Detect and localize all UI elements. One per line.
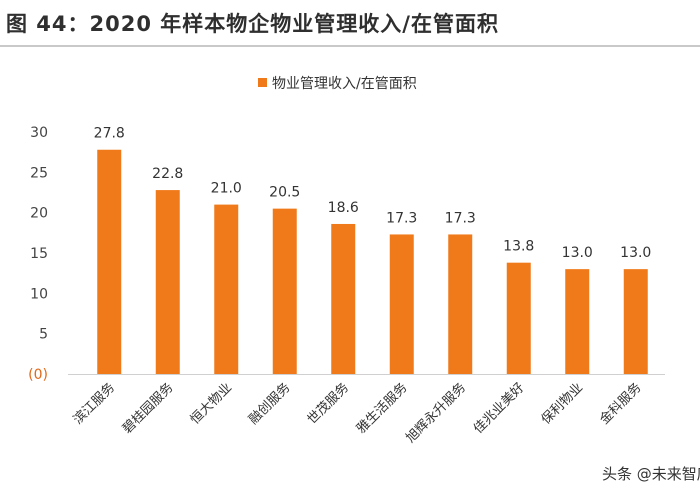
data-label: 20.5 [269, 185, 300, 201]
category-label: 滨江服务 [70, 380, 118, 428]
data-label: 17.3 [445, 210, 476, 226]
category-label: 保利物业 [539, 380, 586, 427]
bar [155, 190, 180, 374]
title-divider [0, 45, 700, 47]
legend: 物业管理收入/在管面积 [258, 76, 417, 92]
category-label: 恒大物业 [188, 380, 235, 427]
data-label: 22.8 [152, 166, 183, 182]
y-tick-label: 10 [30, 286, 48, 302]
category-label: 世茂服务 [304, 380, 352, 428]
category-label: 碧桂园服务 [119, 380, 176, 437]
y-tick-label: 15 [30, 246, 48, 262]
bars [97, 149, 648, 374]
chart-title: 图 44：2020 年样本物企物业管理收入/在管面积 [6, 12, 499, 36]
bar [389, 234, 414, 374]
bar [448, 234, 473, 374]
data-label: 13.0 [620, 245, 651, 261]
data-label: 21.0 [211, 181, 242, 197]
bar [506, 262, 531, 374]
category-label: 旭辉永升服务 [403, 380, 469, 446]
data-label: 17.3 [386, 210, 417, 226]
bar [565, 269, 590, 374]
legend-label: 物业管理收入/在管面积 [272, 76, 417, 92]
category-label: 融创服务 [245, 380, 293, 428]
data-label: 18.6 [328, 200, 359, 216]
bar [272, 208, 297, 374]
bar [623, 269, 648, 374]
bar [97, 149, 122, 374]
data-labels: 27.8 22.8 21.0 20.5 18.6 17.3 17.3 13.8 13.0 13.0 [94, 126, 652, 261]
y-tick-label: (0) [28, 367, 48, 383]
data-label: 13.8 [503, 239, 534, 255]
category-label: 佳兆业美好 [471, 380, 528, 437]
data-label: 27.8 [94, 126, 125, 142]
y-tick-label: 25 [30, 165, 48, 181]
y-tick-label: 30 [30, 125, 48, 141]
y-tick-label: 20 [30, 206, 48, 222]
category-label: 雅生活服务 [353, 380, 410, 437]
data-label: 13.0 [562, 245, 593, 261]
bar [214, 204, 239, 374]
category-label: 金科服务 [596, 380, 644, 428]
legend-swatch [258, 78, 267, 87]
y-tick-label: 5 [39, 327, 48, 343]
watermark: 头条 @未来智库 [602, 465, 700, 483]
y-axis: (0) 5 10 15 20 25 30 [28, 125, 48, 383]
bar [331, 223, 356, 374]
